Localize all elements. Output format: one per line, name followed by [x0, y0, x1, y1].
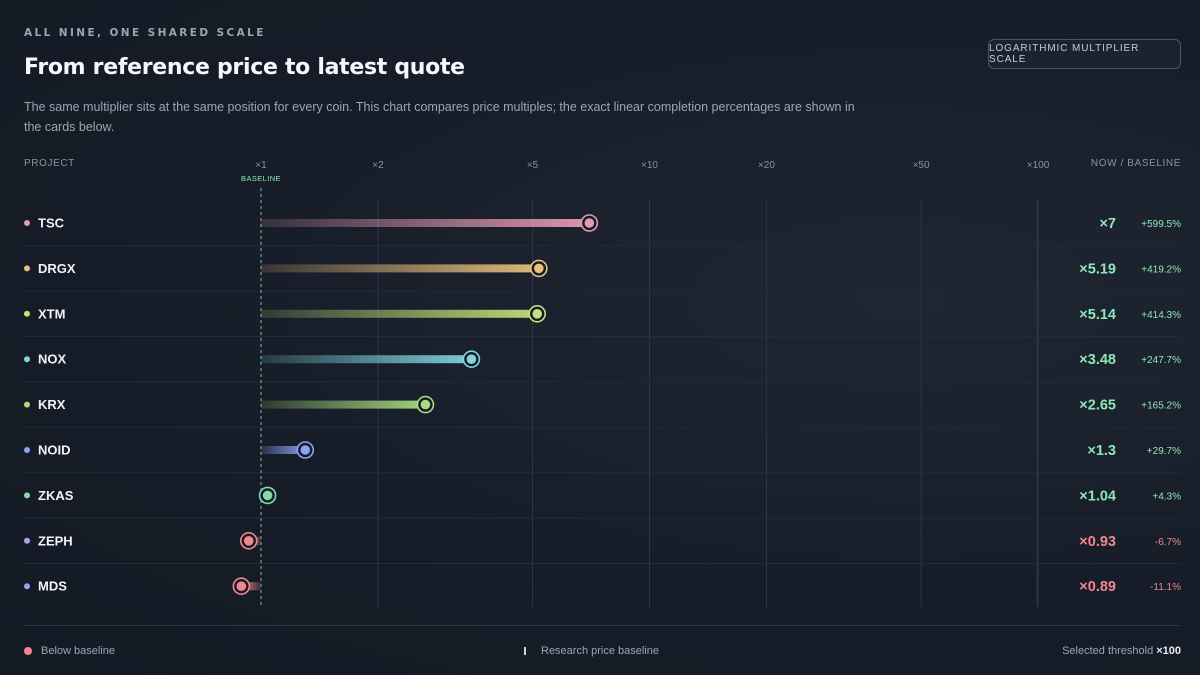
legend-research-baseline-label: Research price baseline: [541, 645, 660, 657]
eyebrow-label: ALL NINE, ONE SHARED SCALE: [24, 27, 266, 39]
multiplier-value: ×0.93: [1079, 534, 1116, 550]
project-column-header: PROJECT: [24, 158, 75, 169]
project-name: MDS: [38, 579, 67, 594]
multiplier-value: ×1.3: [1087, 443, 1116, 459]
baseline-tick-icon: [524, 647, 526, 655]
change-percent: +247.7%: [1141, 355, 1181, 366]
project-dot: [24, 492, 30, 499]
multiplier-marker-dot: [420, 399, 431, 410]
project-name: NOID: [38, 443, 71, 458]
legend-research-baseline: Research price baseline: [524, 645, 659, 657]
project-dot: [24, 265, 30, 272]
legend-threshold: Selected threshold ×100: [1062, 645, 1181, 657]
change-percent: +414.3%: [1141, 310, 1181, 321]
page-title: From reference price to latest quote: [24, 55, 465, 80]
project-dot: [24, 310, 30, 317]
project-name: TSC: [38, 216, 65, 231]
multiplier-chart: ×1 ×2 ×5 ×10 ×20 ×50 ×100 BASELINE TSC ×7 +599.5% D…: [24, 160, 1181, 607]
multiplier-marker-dot: [532, 309, 543, 319]
multiplier-bar: [241, 582, 261, 591]
tick-label: ×1: [255, 160, 267, 171]
tick-label: ×50: [913, 160, 930, 171]
tick-label: ×10: [641, 160, 658, 171]
legend-threshold-value: ×100: [1156, 645, 1181, 657]
legend-below-baseline-label: Below baseline: [41, 645, 115, 657]
project-name: ZEPH: [38, 533, 73, 548]
multiplier-marker-dot: [262, 490, 273, 501]
multiplier-value: ×5.19: [1079, 261, 1116, 277]
multiplier-value: ×2.65: [1079, 398, 1116, 414]
change-percent: +165.2%: [1141, 401, 1181, 412]
multiplier-marker-dot: [300, 445, 311, 455]
below-baseline-dot-icon: [24, 647, 32, 655]
project-name: XTM: [38, 306, 65, 321]
project-dot: [24, 356, 30, 363]
multiplier-bar: [261, 309, 538, 318]
tick-label: ×20: [758, 160, 775, 171]
tick-label: ×5: [527, 160, 539, 171]
multiplier-value: ×5.14: [1079, 307, 1116, 323]
page-subtitle: The same multiplier sits at the same pos…: [24, 100, 855, 134]
multiplier-bar: [261, 400, 426, 409]
multiplier-bar: [261, 355, 472, 364]
multiplier-marker-dot: [466, 354, 477, 365]
legend-threshold-label: Selected threshold: [1062, 645, 1154, 657]
multiplier-value: ×0.89: [1079, 579, 1116, 595]
multiplier-marker-dot: [584, 218, 595, 228]
change-percent: +599.5%: [1141, 219, 1181, 230]
multiplier-value: ×1.04: [1079, 488, 1116, 504]
multiplier-value: ×3.48: [1079, 352, 1116, 368]
change-percent: -6.7%: [1155, 537, 1181, 548]
multiplier-bar: [261, 219, 590, 227]
project-dot: [24, 537, 30, 544]
multiplier-value: ×7: [1099, 216, 1116, 232]
tick-label: ×100: [1027, 160, 1050, 171]
change-percent: +29.7%: [1147, 446, 1181, 457]
project-name: DRGX: [38, 261, 76, 276]
multiplier-marker-dot: [236, 581, 247, 591]
project-name: KRX: [38, 397, 66, 412]
project-name: ZKAS: [38, 488, 74, 503]
project-dot: [24, 401, 30, 408]
change-percent: +4.3%: [1152, 491, 1181, 502]
change-percent: -11.1%: [1150, 582, 1181, 593]
multiplier-bar: [261, 264, 539, 273]
ratio-column-header: NOW / BASELINE: [1090, 158, 1181, 169]
project-dot: [24, 583, 30, 590]
multiplier-bar: [261, 446, 306, 454]
multiplier-marker-dot: [534, 263, 544, 274]
change-percent: +419.2%: [1141, 264, 1181, 275]
scale-toggle-button[interactable]: LOGARITHMIC MULTIPLIER SCALE: [988, 39, 1181, 69]
project-dot: [24, 220, 30, 226]
multiplier-marker-dot: [243, 536, 254, 546]
legend-below-baseline: Below baseline: [24, 645, 115, 657]
footer-divider: [24, 625, 1181, 626]
baseline-label: BASELINE: [241, 174, 281, 183]
tick-label: ×2: [372, 160, 384, 171]
project-name: NOX: [38, 352, 67, 367]
project-dot: [24, 447, 30, 453]
